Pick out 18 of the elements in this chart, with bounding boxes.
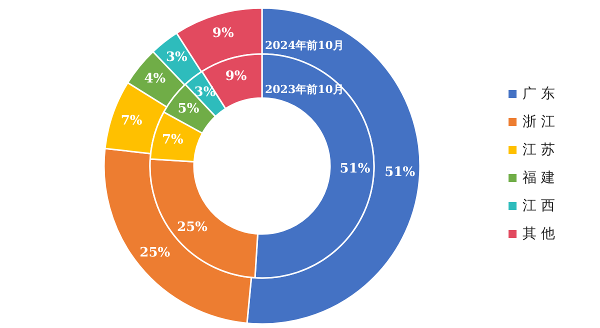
data-label: 7% <box>120 113 143 128</box>
data-label: 51% <box>384 165 416 180</box>
data-label: 9% <box>225 69 248 84</box>
data-label: 51% <box>340 161 371 176</box>
data-label: 4% <box>144 71 166 86</box>
data-label: 3% <box>166 50 188 66</box>
data-label: 9% <box>212 26 234 42</box>
legend-label: 广 东 <box>522 86 556 102</box>
legend-label: 江 西 <box>522 198 556 214</box>
slice-label: 2024年前10月 <box>265 39 344 52</box>
data-label: 25% <box>177 220 208 235</box>
legend-label: 江 苏 <box>522 142 556 158</box>
data-label: 25% <box>140 246 171 261</box>
legend-label: 其 他 <box>522 226 556 242</box>
legend-label: 浙 江 <box>522 114 556 130</box>
data-label: 7% <box>162 132 184 148</box>
data-label: 5% <box>178 102 200 116</box>
legend-label: 福 建 <box>522 170 556 186</box>
